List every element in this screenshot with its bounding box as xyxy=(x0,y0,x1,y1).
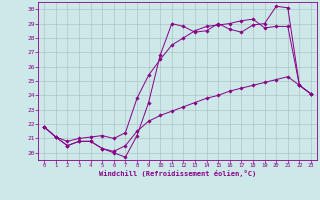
X-axis label: Windchill (Refroidissement éolien,°C): Windchill (Refroidissement éolien,°C) xyxy=(99,170,256,177)
